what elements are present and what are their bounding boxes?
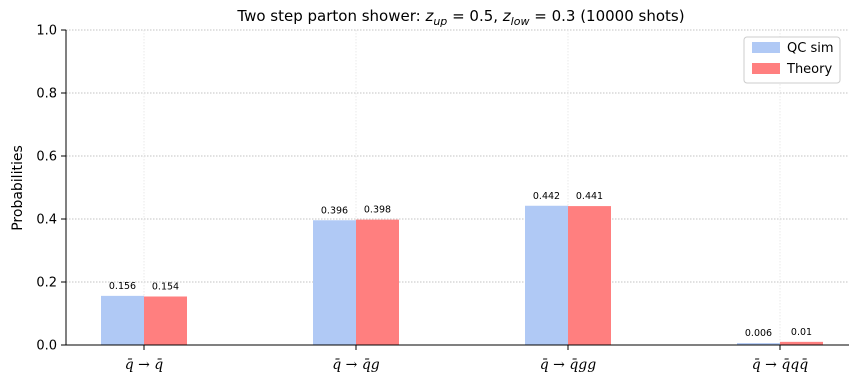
x-tick-label: q̄ → q̄qq̄ [752,357,809,373]
bar-qc-sim [737,343,780,345]
legend-label-theory: Theory [786,62,832,77]
bar-value-label: 0.442 [533,191,560,202]
bar-qc-sim [525,205,568,345]
bar-qc-sim [101,295,144,345]
bar-theory [356,219,399,345]
y-tick-label: 0.4 [36,213,57,228]
axes [61,29,849,350]
bar-theory [144,296,187,345]
bar-theory [568,206,611,345]
bar-value-label: 0.441 [576,191,603,202]
x-tick-labels: q̄ → q̄ q̄ → q̄g q̄ → q̄gg q̄ → q̄qq̄ [125,357,809,373]
legend-label-qc-sim: QC sim [787,41,834,56]
bar-qc-sim [313,220,356,345]
y-tick-label: 1.0 [36,24,57,39]
bar-theory [780,341,823,345]
bar-value-label: 0.01 [791,327,812,338]
chart-title: Two step parton shower: zup = 0.5, zlow … [236,7,684,28]
bar-value-labels: 0.156 0.396 0.442 0.006 0.154 0.398 0.441 0.01 [109,191,812,339]
y-tick-label: 0.0 [36,339,57,354]
x-tick-label: q̄ → q̄ [125,357,164,373]
bar-value-label: 0.006 [745,328,772,339]
bar-value-label: 0.156 [109,281,136,292]
legend: QC sim Theory [743,36,841,84]
y-tick-label: 0.8 [36,87,57,102]
bar-value-label: 0.398 [364,205,391,216]
bar-value-label: 0.396 [321,205,348,216]
y-axis-label: Probabilities [10,145,26,231]
legend-swatch-theory [752,63,780,74]
bar-value-label: 0.154 [152,281,179,292]
x-tick-label: q̄ → q̄g [332,357,380,373]
y-tick-label: 0.2 [36,276,57,291]
grid-lines [66,29,849,345]
y-tick-labels: 0.0 0.2 0.4 0.6 0.8 1.0 [36,24,57,354]
x-tick-label: q̄ → q̄gg [540,357,597,373]
bars [101,205,823,345]
y-tick-label: 0.6 [36,150,57,165]
legend-swatch-qc-sim [752,42,780,53]
